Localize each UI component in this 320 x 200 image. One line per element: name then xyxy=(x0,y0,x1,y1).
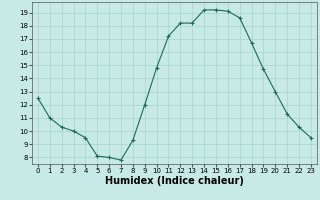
X-axis label: Humidex (Indice chaleur): Humidex (Indice chaleur) xyxy=(105,176,244,186)
